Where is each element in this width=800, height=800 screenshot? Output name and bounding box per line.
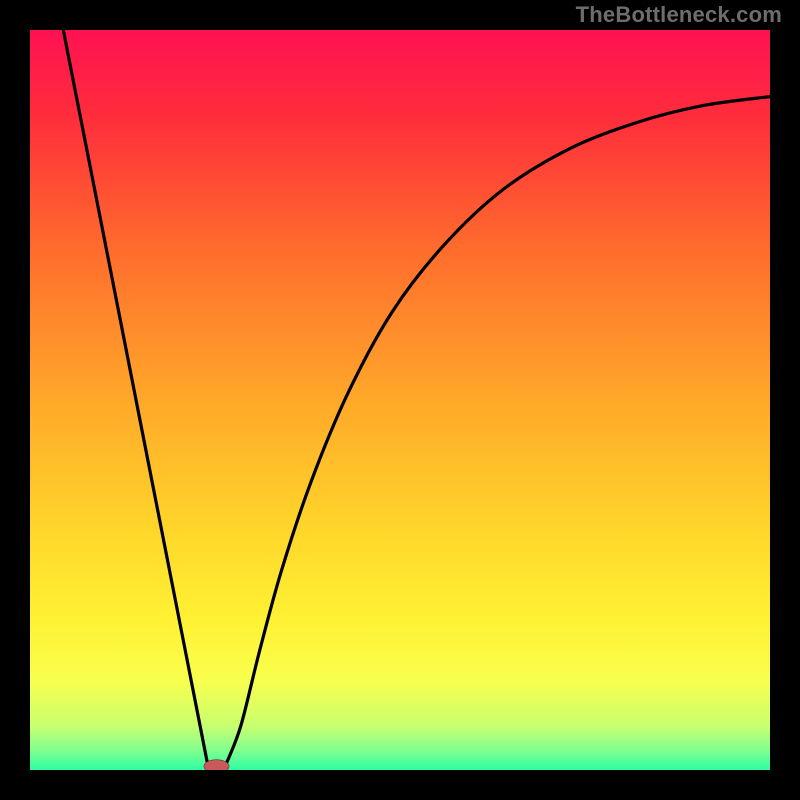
chart-container: TheBottleneck.com <box>0 0 800 800</box>
watermark-label: TheBottleneck.com <box>576 2 782 28</box>
gradient-background <box>30 30 770 770</box>
bottleneck-curve-chart <box>30 30 770 770</box>
